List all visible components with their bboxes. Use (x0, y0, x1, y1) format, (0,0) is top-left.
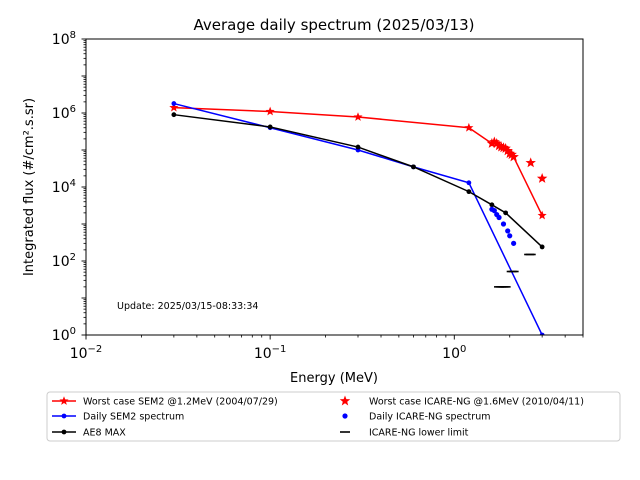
series-line (173, 113, 543, 248)
data-point (503, 210, 509, 216)
data-point (511, 240, 517, 246)
legend-label: ICARE-NG lower limit (369, 428, 469, 439)
data-point (411, 164, 416, 170)
x-tick-label: 100 (442, 344, 466, 362)
data-point (506, 149, 517, 160)
data-point (489, 136, 500, 147)
data-point (491, 208, 497, 214)
data-point (489, 202, 495, 208)
data-point (508, 151, 519, 162)
data-point (500, 142, 511, 153)
data-point (464, 122, 474, 132)
data-point (537, 210, 547, 220)
legend-item: ICARE-NG lower limit (340, 428, 469, 439)
series-3 (171, 112, 545, 250)
x-axis-label: Energy (MeV) (290, 371, 378, 386)
x-tick-label: 10−2 (70, 344, 103, 362)
data-point (507, 233, 513, 239)
series-6 (494, 253, 536, 288)
y-tick-label: 106 (52, 104, 76, 122)
legend: Worst case SEM2 @1.2MeV (2004/07/29) Dail… (46, 391, 621, 442)
legend-label: Worst case SEM2 @1.2MeV (2004/07/29) (83, 397, 278, 408)
legend-item: Daily ICARE-NG spectrum (342, 412, 490, 423)
legend-item: AE8 MAX (52, 428, 126, 439)
y-axis-label: Integrated flux (#/cm².s.sr) (22, 98, 37, 276)
data-point (353, 112, 363, 121)
update-annotation: Update: 2025/03/15-08:33:34 (117, 301, 258, 312)
data-point (355, 144, 361, 150)
data-point (496, 214, 502, 221)
data-point (539, 244, 545, 250)
legend-label: Worst case ICARE-NG @1.6MeV (2010/04/11) (369, 397, 584, 408)
data-point (466, 189, 472, 195)
series-line (173, 102, 543, 335)
data-point (505, 228, 511, 234)
data-point (169, 102, 179, 112)
data-point (502, 145, 513, 156)
legend-marker (61, 413, 67, 419)
y-tick-label: 104 (52, 178, 76, 196)
legend-item: Worst case ICARE-NG @1.6MeV (2010/04/11) (339, 395, 584, 408)
x-tick-label: 10−1 (254, 344, 287, 362)
legend-item: Worst case SEM2 @1.2MeV (2004/07/29) (52, 396, 278, 408)
legend-marker (339, 395, 351, 406)
data-point (525, 157, 536, 168)
chart-title: Average daily spectrum (2025/03/13) (194, 16, 475, 34)
data-point (171, 112, 177, 118)
legend-marker (61, 429, 67, 435)
legend-item: Daily SEM2 spectrum (52, 412, 184, 423)
data-point (539, 332, 545, 335)
legend-box (46, 391, 621, 442)
legend-label: Daily ICARE-NG spectrum (369, 412, 490, 423)
y-axis: 100 102 104 106 108 (52, 30, 86, 344)
series-4 (486, 136, 548, 183)
data-point (536, 172, 548, 183)
legend-label: Daily SEM2 spectrum (83, 412, 184, 423)
plot-area (169, 101, 548, 335)
data-point (486, 137, 498, 148)
data-point (171, 101, 177, 106)
series-5 (489, 206, 517, 246)
y-tick-label: 100 (52, 326, 76, 344)
data-point (265, 106, 275, 116)
data-point (491, 137, 502, 148)
x-axis: 10−2 10−1 100 (70, 335, 584, 362)
data-point (267, 124, 273, 130)
legend-marker (59, 396, 69, 405)
legend-label: AE8 MAX (83, 428, 126, 439)
data-point (466, 180, 472, 186)
y-tick-label: 102 (52, 252, 76, 270)
legend-marker (342, 413, 348, 419)
data-point (500, 221, 507, 227)
series-layer (169, 101, 548, 335)
y-tick-label: 108 (52, 30, 76, 48)
